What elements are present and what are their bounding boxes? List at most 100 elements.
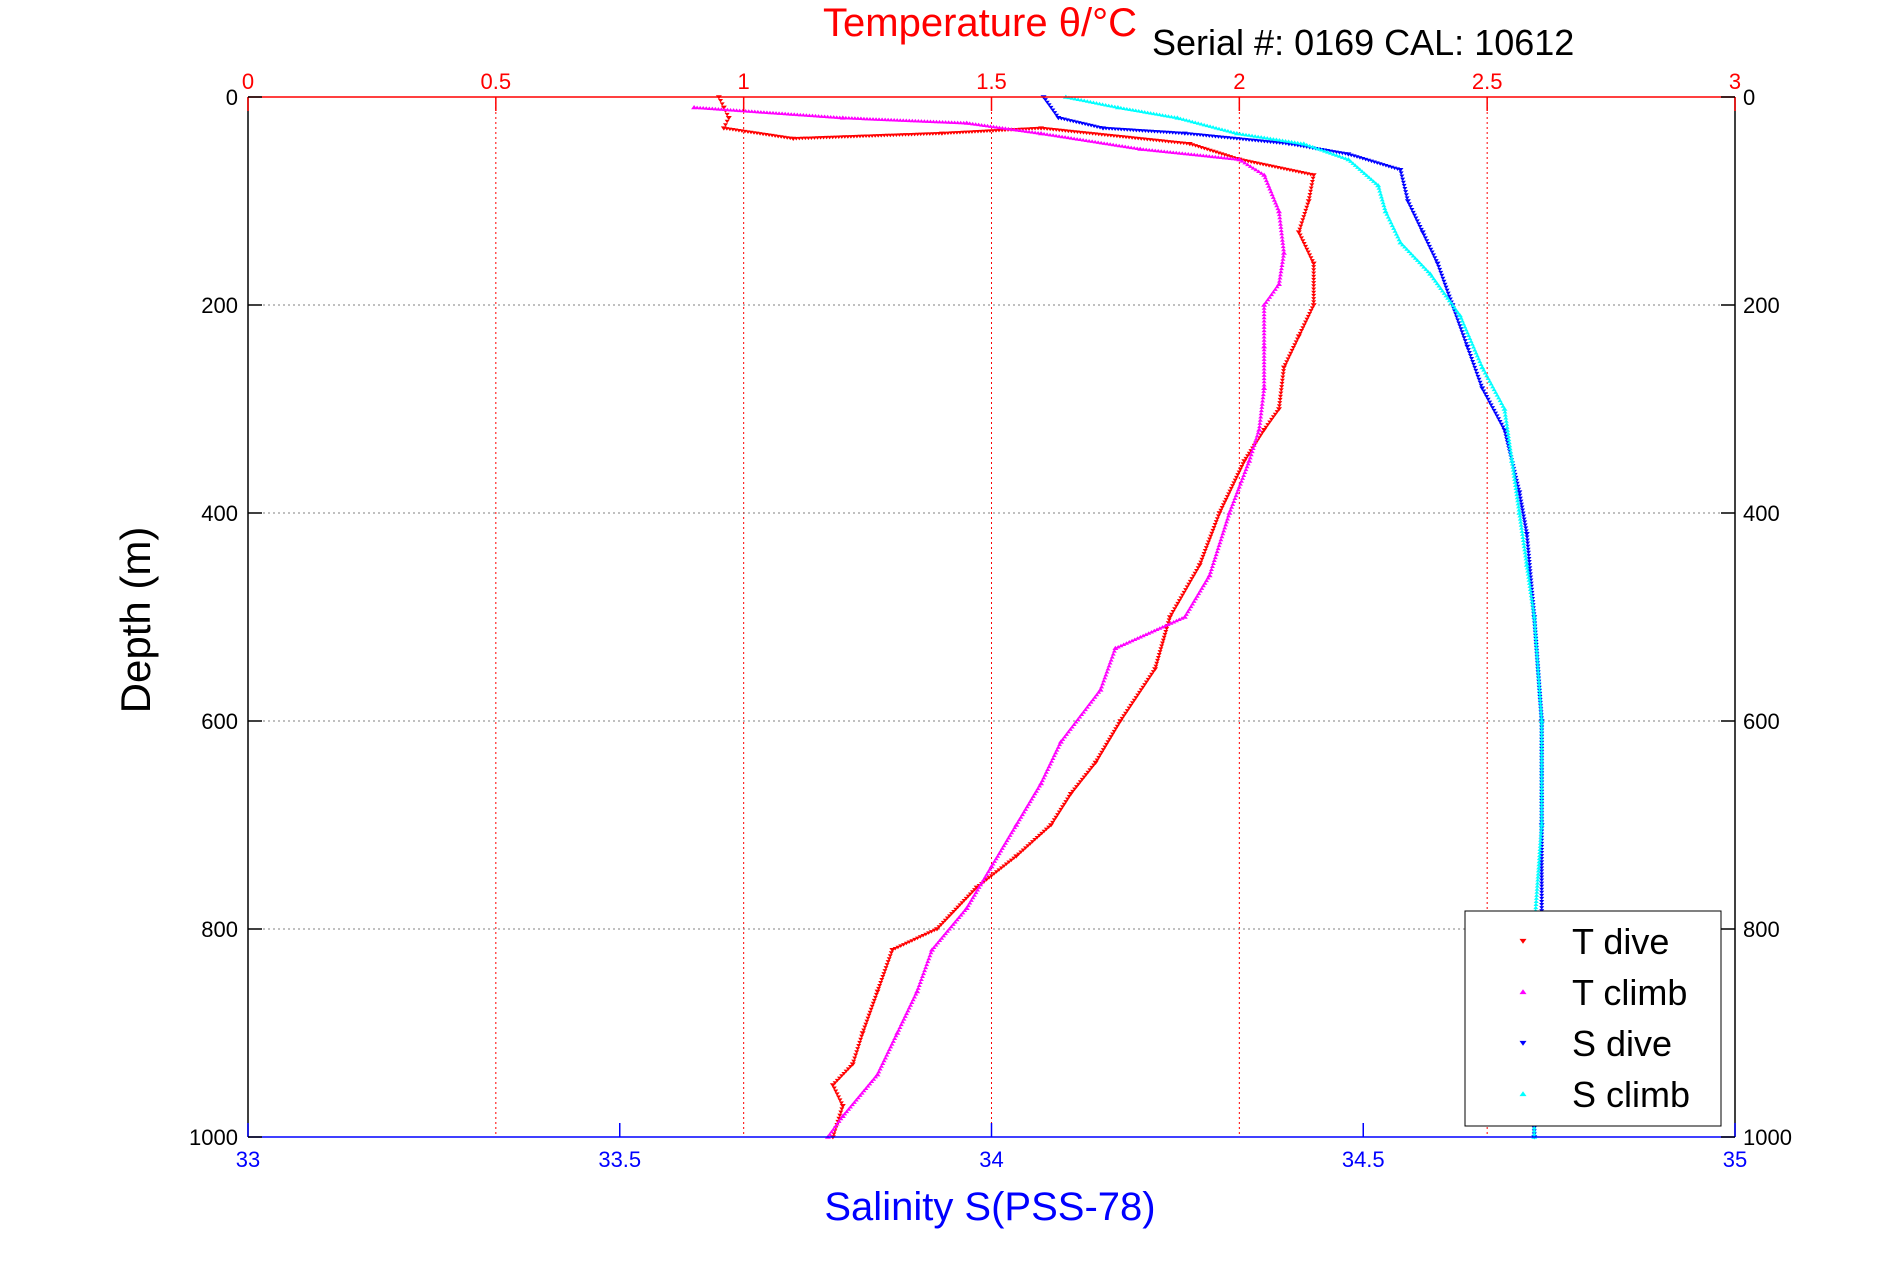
data-point-trail — [1519, 505, 1525, 510]
data-point-trail — [1079, 712, 1085, 717]
data-point-trail — [857, 1093, 863, 1097]
data-point-trail — [1105, 667, 1111, 671]
data-point-trail — [1065, 797, 1071, 801]
data-point-trail — [1535, 881, 1541, 885]
data-point-trail — [1140, 685, 1146, 690]
data-point-trail — [1539, 749, 1545, 754]
data-point-trail — [1242, 160, 1248, 165]
data-point-trail — [724, 107, 730, 112]
data-point — [1501, 428, 1508, 433]
data-point-trail — [1446, 298, 1452, 303]
data-point-trail — [1539, 878, 1545, 883]
left-axis-tick-label: 1000 — [189, 1125, 238, 1150]
data-point — [894, 1030, 901, 1035]
data-point-trail — [1278, 266, 1284, 271]
data-point — [914, 989, 921, 994]
data-point — [1538, 718, 1545, 723]
data-point-trail — [1135, 693, 1141, 697]
data-point-trail — [999, 125, 1005, 130]
data-point-trail — [1216, 543, 1222, 548]
data-point-trail — [1041, 131, 1047, 136]
data-point-trail — [1539, 783, 1545, 787]
data-point-trail — [1416, 222, 1422, 226]
data-point-trail — [1196, 591, 1202, 596]
data-point-trail — [1475, 356, 1481, 361]
data-point-trail — [1104, 669, 1110, 674]
data-point-trail — [1410, 253, 1416, 258]
data-point-trail — [1180, 117, 1186, 121]
data-point-trail — [1368, 177, 1374, 181]
data-point-trail — [1538, 706, 1544, 711]
data-point-trail — [1539, 884, 1545, 889]
data-point-trail — [1277, 219, 1283, 223]
data-point-trail — [1530, 602, 1536, 607]
data-point-trail — [1044, 100, 1050, 105]
data-point — [1256, 427, 1263, 432]
data-point-trail — [1219, 534, 1225, 539]
data-point-trail — [1529, 596, 1535, 601]
data-point-trail — [1439, 288, 1445, 293]
data-point — [1261, 428, 1268, 433]
data-point-trail — [890, 1039, 896, 1043]
data-point-trail — [1192, 571, 1198, 576]
data-point-trail — [1160, 638, 1166, 643]
data-point-trail — [1309, 259, 1315, 263]
data-point-trail — [1088, 700, 1094, 704]
legend-label: T dive — [1572, 921, 1669, 962]
data-point-trail — [1083, 773, 1089, 777]
data-point-trail — [1227, 489, 1233, 494]
data-point-trail — [1237, 131, 1243, 136]
data-point-trail — [936, 925, 942, 929]
data-point-trail — [1484, 395, 1490, 399]
data-point-trail — [1185, 609, 1191, 614]
data-point-trail — [1352, 163, 1358, 167]
data-point-trail — [1138, 688, 1144, 692]
data-point-trail — [1305, 250, 1311, 255]
data-point-trail — [1257, 421, 1263, 425]
data-point-trail — [1115, 644, 1121, 649]
data-point-trail — [1111, 729, 1117, 734]
data-point-trail — [871, 998, 877, 1003]
data-point-trail — [842, 1111, 848, 1116]
data-point-trail — [1194, 568, 1200, 573]
data-point-trail — [1193, 596, 1199, 601]
data-point-trail — [1143, 632, 1149, 636]
data-point-trail — [1132, 637, 1138, 641]
data-point-trail — [852, 1056, 858, 1060]
data-point-trail — [1526, 553, 1532, 558]
data-point-trail — [1289, 139, 1295, 144]
data-point — [1295, 230, 1302, 235]
data-point-trail — [1460, 333, 1466, 337]
data-point-trail — [1261, 315, 1267, 320]
data-point-trail — [913, 992, 919, 996]
data-point-trail — [1490, 384, 1496, 389]
data-point-trail — [1539, 743, 1545, 747]
data-point-trail — [1162, 113, 1168, 118]
data-point-trail — [1300, 239, 1306, 243]
data-point-trail — [1400, 177, 1406, 182]
data-point-trail — [881, 972, 887, 976]
data-point-trail — [1522, 550, 1528, 555]
data-point-trail — [1448, 301, 1454, 305]
data-point-trail — [1294, 337, 1300, 342]
data-point-trail — [1027, 799, 1033, 804]
data-point-trail — [1426, 244, 1432, 249]
data-point-trail — [1400, 180, 1406, 185]
data-point-trail — [1408, 205, 1414, 209]
data-point-trail — [1047, 761, 1053, 766]
data-point-trail — [958, 913, 964, 917]
serial-annotation: Serial #: 0169 CAL: 10612 — [1152, 22, 1574, 63]
data-point-trail — [1007, 833, 1013, 837]
data-point-trail — [1406, 202, 1412, 206]
data-point-trail — [1006, 860, 1012, 865]
data-point-trail — [836, 1076, 842, 1081]
data-point-trail — [1267, 187, 1273, 191]
data-point-trail — [1032, 791, 1038, 796]
data-point-trail — [1527, 563, 1533, 567]
data-point-trail — [1016, 817, 1022, 822]
data-point-trail — [1523, 529, 1529, 533]
data-point-trail — [1537, 694, 1543, 699]
data-point-trail — [937, 938, 943, 943]
data-point-trail — [1384, 212, 1390, 216]
data-point-trail — [940, 920, 946, 925]
